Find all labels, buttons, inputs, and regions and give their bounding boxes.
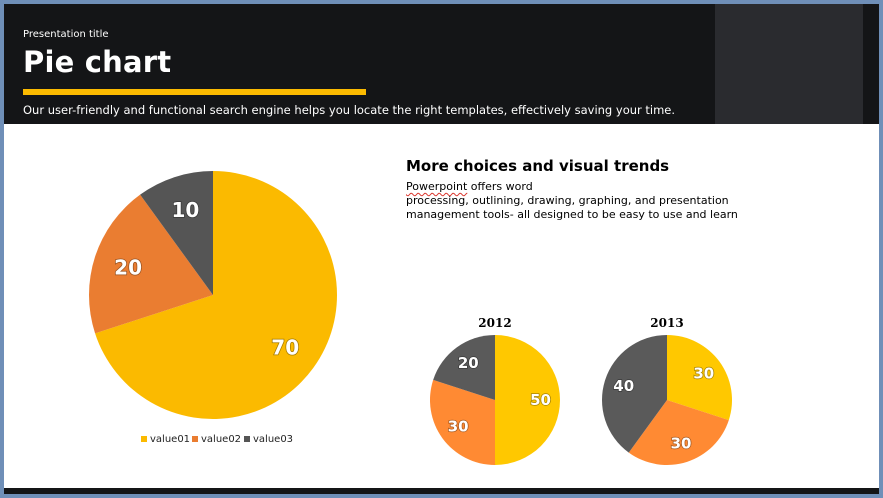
legend-swatch bbox=[192, 436, 198, 442]
slide-subtitle: Our user-friendly and functional search … bbox=[23, 103, 676, 117]
data-label: 30 bbox=[448, 418, 469, 436]
data-label: 70 bbox=[271, 335, 299, 359]
text-line3: management tools- all designed to be eas… bbox=[406, 208, 738, 221]
pie-slice-value03 bbox=[433, 335, 495, 400]
pie-slice-value01 bbox=[495, 335, 560, 465]
chart-title: 2012 bbox=[478, 316, 511, 330]
data-label: 30 bbox=[693, 364, 714, 382]
legend-label: value03 bbox=[253, 434, 293, 445]
data-label: 50 bbox=[530, 391, 551, 409]
pie-slice-value01 bbox=[667, 335, 732, 421]
pie-chart-0: 70 20 10 bbox=[88, 171, 337, 419]
text-body: Powerpoint offers word processing, outli… bbox=[406, 180, 766, 222]
presentation-title: Presentation title bbox=[23, 29, 109, 40]
slide-title: Pie chart bbox=[23, 45, 172, 79]
pie-slice-value02 bbox=[628, 400, 729, 466]
pie-slice-value02 bbox=[430, 379, 495, 465]
legend-swatch bbox=[141, 436, 147, 442]
chart-title: 2013 bbox=[650, 316, 683, 330]
slide-header: Presentation title Pie chart Our user-fr… bbox=[4, 4, 879, 124]
header-accent-block bbox=[715, 4, 863, 124]
legend: value01 value02 value03 bbox=[141, 434, 293, 445]
text-heading: More choices and visual trends bbox=[406, 157, 670, 175]
legend-label: value01 bbox=[150, 434, 190, 445]
pie-slice-value03 bbox=[601, 335, 667, 453]
text-line1-rest: offers word bbox=[467, 180, 533, 193]
data-label: 10 bbox=[171, 198, 199, 222]
text-lead-word: Powerpoint bbox=[406, 180, 468, 193]
data-label: 20 bbox=[458, 354, 479, 372]
pie-slice-value03 bbox=[140, 171, 213, 295]
text-line2: processing, outlining, drawing, graphing… bbox=[406, 194, 729, 207]
pie-chart-1: 50 30 20 2012 bbox=[430, 316, 560, 465]
legend-swatch bbox=[244, 436, 250, 442]
legend-label: value02 bbox=[201, 434, 241, 445]
data-label: 20 bbox=[114, 255, 142, 279]
data-label: 40 bbox=[613, 377, 634, 395]
charts-canvas: 70 20 10 50 30 20 2012 30 30 40 2013 value01 value02… bbox=[88, 171, 732, 466]
data-label: 30 bbox=[671, 434, 692, 452]
slide-bottom-bar bbox=[4, 488, 879, 494]
title-accent-bar bbox=[23, 89, 366, 95]
slide: Presentation title Pie chart Our user-fr… bbox=[4, 4, 879, 494]
pie-chart-2: 30 30 40 2013 bbox=[601, 316, 732, 466]
pie-slice-value01 bbox=[95, 171, 337, 419]
pie-slice-value02 bbox=[88, 194, 213, 334]
